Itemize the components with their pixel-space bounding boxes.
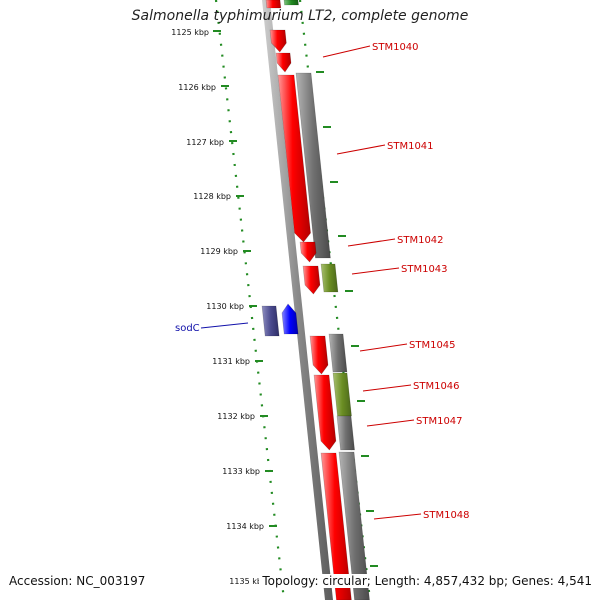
gene-feature-reverse-slate xyxy=(261,305,280,337)
genome-backbone xyxy=(262,0,333,600)
tick-label: 1130 kbp xyxy=(206,302,244,311)
gene-label-stm1047: STM1047 xyxy=(416,416,463,427)
label-leader-line xyxy=(336,144,386,155)
tick-label: 1128 kbp xyxy=(193,192,231,201)
tick-label: 1127 kbp xyxy=(186,138,224,147)
label-leader-line xyxy=(362,384,412,392)
gene-feature-red xyxy=(313,374,337,451)
gene-feature-red xyxy=(275,52,292,73)
gene-label-stm1041: STM1041 xyxy=(387,141,434,152)
gene-feature-red xyxy=(320,452,352,600)
tick-label: 1135 kbp xyxy=(229,577,267,586)
label-leader-line xyxy=(351,267,400,275)
gene-feature-olive xyxy=(320,263,339,293)
gene-feature-red xyxy=(269,29,287,53)
label-leader-line xyxy=(366,419,415,427)
gene-feature-red xyxy=(309,335,329,375)
tick-label: 1132 kbp xyxy=(217,412,255,421)
gene-feature-gray xyxy=(336,415,355,451)
label-leader-line-sodc xyxy=(200,322,249,329)
label-leader-line xyxy=(347,238,396,247)
gene-feature-gray xyxy=(295,72,331,259)
gene-label-stm1048: STM1048 xyxy=(423,510,470,521)
gene-feature-gray xyxy=(338,451,370,600)
gene-label-stm1046: STM1046 xyxy=(413,381,460,392)
tick-label: 1129 kbp xyxy=(200,247,238,256)
inner-dotted-line xyxy=(214,0,286,600)
genome-title: Salmonella typhimurium LT2, complete gen… xyxy=(131,8,469,24)
label-leader-line xyxy=(359,343,408,352)
genome-summary-text: Topology: circular; Length: 4,857,432 bp… xyxy=(259,574,592,588)
label-leader-line xyxy=(322,45,371,58)
gene-feature-red xyxy=(265,0,282,9)
gene-feature-reverse-blue xyxy=(281,303,299,335)
gene-label-stm1040: STM1040 xyxy=(372,42,419,53)
tick-label: 1131 kbp xyxy=(212,357,250,366)
gene-feature-red xyxy=(277,74,311,243)
gene-label-stm1045: STM1045 xyxy=(409,340,456,351)
label-leader-lines xyxy=(200,45,422,520)
gene-features xyxy=(261,0,370,600)
gene-feature-olive xyxy=(332,372,352,417)
gene-feature-green xyxy=(283,0,299,6)
gene-feature-red xyxy=(302,265,321,295)
gene-feature-red xyxy=(299,241,317,263)
tick-label: 1134 kbp xyxy=(226,522,264,531)
gene-label-sodc: sodC xyxy=(175,323,200,334)
accession-text: Accession: NC_003197 xyxy=(9,574,146,588)
gene-label-stm1043: STM1043 xyxy=(401,264,448,275)
gene-feature-gray xyxy=(328,333,348,373)
gene-label-stm1042: STM1042 xyxy=(397,235,444,246)
tick-label: 1125 kbp xyxy=(171,28,209,37)
tick-label: 1126 kbp xyxy=(178,83,216,92)
label-leader-line xyxy=(373,513,422,520)
tick-label: 1133 kbp xyxy=(222,467,260,476)
